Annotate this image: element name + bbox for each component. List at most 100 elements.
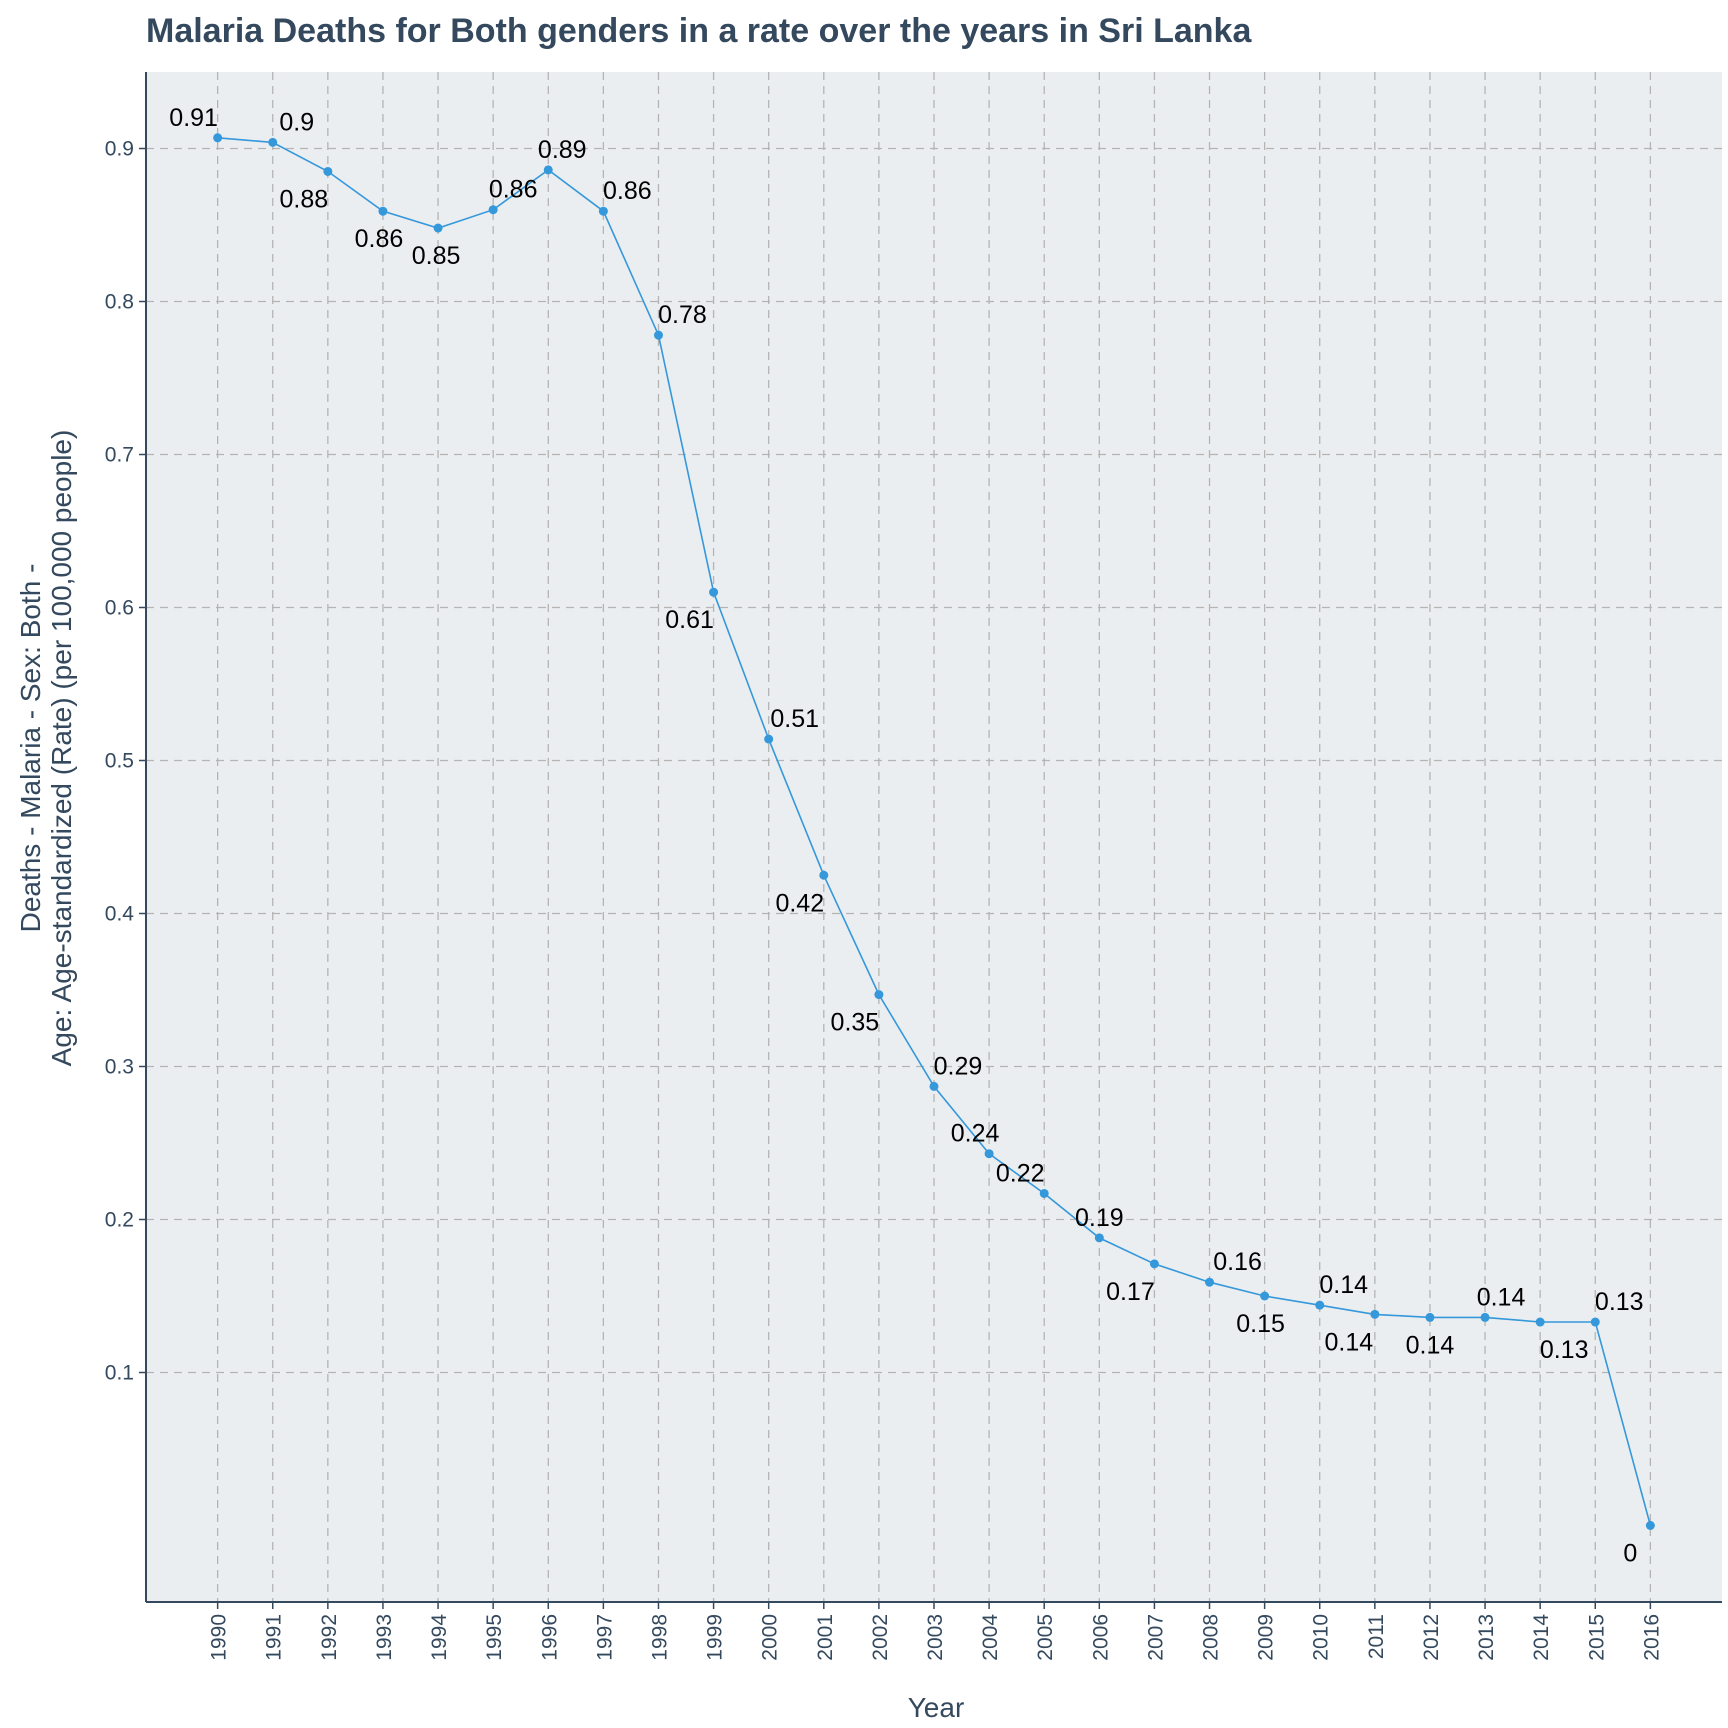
data-label: 0.22 (996, 1159, 1045, 1187)
gridlines (146, 72, 1722, 1602)
y-tick-label: 0.8 (105, 291, 134, 314)
x-tick-label: 1996 (538, 1614, 561, 1661)
data-point (929, 1081, 939, 1091)
x-tick-label: 1997 (593, 1614, 616, 1661)
data-label: 0.29 (934, 1052, 983, 1080)
data-point (323, 166, 333, 176)
data-label: 0.14 (1477, 1283, 1526, 1311)
y-tick-label: 0.2 (105, 1209, 134, 1232)
data-point (1535, 1317, 1545, 1327)
data-point (819, 870, 829, 880)
data-label: 0.86 (355, 225, 404, 253)
data-label: 0.14 (1406, 1331, 1455, 1359)
data-point (1149, 1259, 1159, 1269)
x-tick-label: 1992 (318, 1614, 341, 1661)
data-labels: 0.91 0.90.880.860.850.860.890.860.780.610… (169, 104, 1643, 1568)
data-point (598, 206, 608, 216)
x-tick-label: 1998 (648, 1614, 671, 1661)
data-point (874, 990, 884, 1000)
data-point (1094, 1233, 1104, 1243)
data-label: 0.9 (279, 108, 314, 136)
x-tick-label: 2007 (1144, 1614, 1167, 1661)
x-tick-label: 2000 (759, 1614, 782, 1661)
y-tick-label: 0.6 (105, 597, 134, 620)
x-tick-label: 2008 (1200, 1614, 1223, 1661)
data-point (1425, 1312, 1435, 1322)
y-axis-title-line-2: Age: Age-standardized (Rate) (per 100,00… (46, 430, 77, 1067)
data-label: 0.86 (603, 177, 652, 205)
y-axis-ticks: 0.1 0.2 0.3 0.4 0.5 0.6 0.7 0.8 0.9 (105, 138, 146, 1385)
data-point (984, 1149, 994, 1159)
data-point (433, 223, 443, 233)
x-axis-ticks: 1990 1991 1992 1993 1994 1995 1996 1997 1998 1999… (208, 1602, 1663, 1661)
data-label: 0.35 (831, 1009, 880, 1037)
data-point (488, 205, 498, 215)
chart-title: Malaria Deaths for Both genders in a rat… (146, 12, 1252, 50)
data-label: 0.61 (665, 606, 714, 634)
x-tick-label: 2003 (924, 1614, 947, 1661)
x-tick-label: 2015 (1585, 1614, 1608, 1661)
y-tick-label: 0.5 (105, 750, 134, 773)
y-tick-label: 0.4 (105, 903, 135, 926)
x-tick-label: 1990 (208, 1614, 231, 1661)
x-tick-label: 2016 (1640, 1614, 1663, 1661)
x-tick-label: 2012 (1420, 1614, 1443, 1661)
x-tick-label: 2006 (1089, 1614, 1112, 1661)
y-tick-label: 0.9 (105, 138, 134, 161)
data-label: 0.17 (1106, 1278, 1155, 1306)
data-label: 0.19 (1075, 1204, 1124, 1232)
data-label: 0.16 (1213, 1248, 1262, 1276)
data-point (1260, 1291, 1270, 1301)
x-tick-label: 2014 (1530, 1614, 1553, 1661)
x-axis-title: Year (908, 1692, 965, 1723)
data-label: 0.13 (1595, 1288, 1644, 1316)
data-label: 0.78 (658, 301, 707, 329)
y-tick-label: 0.3 (105, 1056, 134, 1079)
x-tick-label: 1994 (428, 1614, 451, 1661)
x-tick-label: 2001 (814, 1614, 837, 1661)
data-point (268, 137, 278, 147)
data-label: 0.86 (489, 176, 538, 204)
data-point (653, 330, 663, 340)
data-point (378, 206, 388, 216)
data-label: 0.89 (538, 136, 587, 164)
x-tick-label: 1995 (483, 1614, 506, 1661)
x-tick-label: 1991 (263, 1614, 286, 1661)
x-tick-label: 2009 (1255, 1614, 1278, 1661)
data-label: 0.42 (775, 889, 824, 917)
data-point (1480, 1312, 1490, 1322)
data-label: 0.13 (1540, 1336, 1589, 1364)
y-tick-label: 0.1 (105, 1362, 134, 1385)
x-tick-label: 1993 (373, 1614, 396, 1661)
x-tick-label: 2010 (1310, 1614, 1333, 1661)
y-tick-label: 0.7 (105, 444, 134, 467)
y-axis-title-line-1: Deaths - Malaria - Sex: Both - (15, 564, 46, 933)
data-point (709, 587, 719, 597)
data-point (543, 165, 553, 175)
data-point (1315, 1300, 1325, 1310)
data-label: 0.14 (1319, 1271, 1368, 1299)
data-label: 0.24 (951, 1120, 1000, 1148)
data-label: 0.88 (280, 185, 329, 213)
data-label: 0.91 (169, 104, 218, 132)
data-point (1205, 1277, 1215, 1287)
data-label: 0.51 (770, 705, 819, 733)
x-tick-label: 2004 (979, 1614, 1002, 1661)
data-point (1645, 1521, 1655, 1530)
data-point (1370, 1309, 1380, 1319)
x-tick-label: 2011 (1365, 1614, 1388, 1659)
series-rate (213, 133, 1655, 1530)
x-tick-label: 1999 (704, 1614, 727, 1661)
data-label: 0.14 (1325, 1328, 1374, 1356)
data-point (1039, 1188, 1049, 1198)
x-tick-label: 2005 (1034, 1614, 1057, 1661)
x-tick-label: 2002 (869, 1614, 892, 1661)
data-point (1590, 1317, 1600, 1327)
data-label: 0.85 (412, 242, 461, 270)
data-point (764, 734, 774, 744)
data-label: 0.15 (1236, 1310, 1285, 1338)
x-tick-label: 2013 (1475, 1614, 1498, 1661)
data-label: 0 (1623, 1540, 1637, 1568)
